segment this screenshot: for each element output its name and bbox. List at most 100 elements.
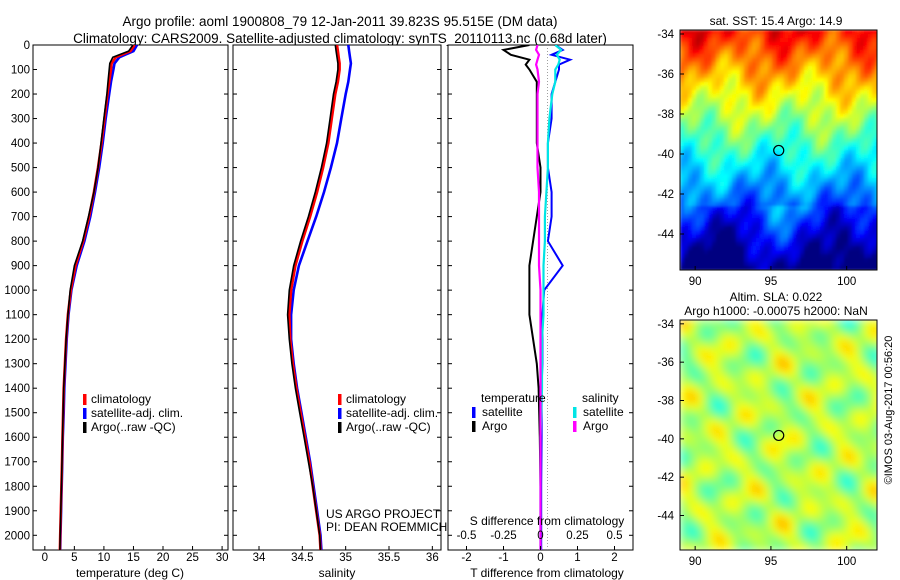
field-cell: [852, 214, 857, 219]
field-cell: [755, 515, 761, 521]
field-cell: [748, 30, 753, 35]
field-cell: [840, 134, 845, 139]
field-cell: [760, 178, 765, 183]
field-cell: [808, 214, 813, 219]
field-cell: [840, 340, 846, 346]
field-cell: [772, 86, 777, 91]
field-cell: [788, 262, 793, 267]
field-cell: [700, 58, 705, 63]
field-cell: [800, 86, 805, 91]
field-cell: [684, 86, 689, 91]
field-cell: [776, 190, 781, 195]
field-cell: [835, 330, 841, 336]
field-cell: [848, 254, 853, 259]
field-cell: [750, 490, 756, 496]
field-cell: [860, 222, 865, 227]
field-cell: [696, 122, 701, 127]
field-cell: [776, 218, 781, 223]
field-cell: [744, 110, 749, 115]
field-cell: [704, 102, 709, 107]
field-cell: [712, 98, 717, 103]
field-cell: [732, 214, 737, 219]
field-cell: [812, 82, 817, 87]
field-cell: [808, 134, 813, 139]
field-cell: [748, 62, 753, 67]
field-cell: [865, 360, 871, 366]
field-cell: [770, 360, 776, 366]
field-cell: [840, 106, 845, 111]
field-cell: [760, 520, 766, 526]
field-cell: [740, 445, 746, 451]
field-cell: [820, 206, 825, 211]
field-cell: [836, 54, 841, 59]
field-cell: [724, 74, 729, 79]
field-cell: [868, 102, 873, 107]
field-cell: [785, 525, 791, 531]
field-cell: [850, 410, 856, 416]
field-cell: [865, 345, 871, 351]
field-cell: [730, 440, 736, 446]
field-cell: [788, 246, 793, 251]
field-cell: [696, 198, 701, 203]
field-cell: [680, 150, 685, 155]
legend-label: satellite: [482, 405, 523, 419]
field-cell: [872, 250, 877, 255]
field-cell: [795, 360, 801, 366]
field-cell: [824, 86, 829, 91]
field-cell: [790, 445, 796, 451]
field-cell: [680, 42, 685, 47]
field-cell: [872, 126, 877, 131]
field-cell: [824, 210, 829, 215]
field-cell: [835, 345, 841, 351]
field-cell: [860, 78, 865, 83]
field-cell: [772, 206, 777, 211]
field-cell: [830, 490, 836, 496]
field-cell: [870, 435, 876, 441]
field-cell: [835, 530, 841, 536]
field-cell: [780, 510, 786, 516]
field-cell: [755, 380, 761, 386]
field-cell: [820, 258, 825, 263]
field-cell: [690, 370, 696, 376]
field-cell: [808, 182, 813, 187]
field-cell: [864, 214, 869, 219]
field-cell: [852, 230, 857, 235]
field-cell: [780, 400, 786, 406]
field-cell: [715, 435, 721, 441]
legend-label: Argo: [482, 419, 508, 433]
field-cell: [815, 340, 821, 346]
field-cell: [815, 465, 821, 471]
field-cell: [832, 222, 837, 227]
field-cell: [692, 222, 697, 227]
field-cell: [768, 90, 773, 95]
field-cell: [850, 380, 856, 386]
field-cell: [720, 258, 725, 263]
field-cell: [815, 475, 821, 481]
field-cell: [716, 54, 721, 59]
field-cell: [724, 94, 729, 99]
field-cell: [800, 262, 805, 267]
field-cell: [835, 515, 841, 521]
field-cell: [688, 174, 693, 179]
field-cell: [735, 375, 741, 381]
field-cell: [820, 340, 826, 346]
field-cell: [715, 490, 721, 496]
field-cell: [765, 500, 771, 506]
field-cell: [865, 320, 871, 326]
field-cell: [700, 74, 705, 79]
field-cell: [844, 138, 849, 143]
field-cell: [855, 520, 861, 526]
field-cell: [728, 266, 733, 270]
field-cell: [840, 400, 846, 406]
field-cell: [836, 214, 841, 219]
field-cell: [830, 325, 836, 331]
field-cell: [816, 254, 821, 259]
field-cell: [784, 50, 789, 55]
series-line: [286, 45, 339, 550]
field-cell: [760, 250, 765, 255]
field-cell: [800, 74, 805, 79]
field-cell: [840, 380, 846, 386]
field-cell: [845, 460, 851, 466]
field-cell: [685, 525, 691, 531]
field-cell: [708, 50, 713, 55]
